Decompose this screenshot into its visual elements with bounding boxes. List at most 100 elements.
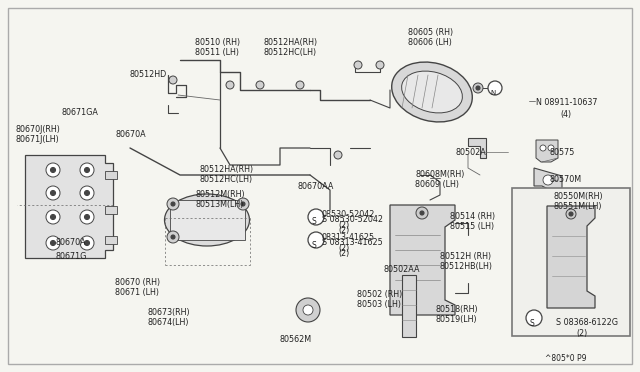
Text: 80502A: 80502A: [455, 148, 486, 157]
Circle shape: [167, 231, 179, 243]
Bar: [105, 236, 117, 244]
Text: 80510 (RH): 80510 (RH): [195, 38, 240, 47]
Text: 80673(RH): 80673(RH): [148, 308, 191, 317]
Circle shape: [237, 198, 249, 210]
Text: 08313-41625: 08313-41625: [322, 233, 375, 242]
Text: S: S: [312, 241, 316, 250]
Text: 08530-52042: 08530-52042: [322, 210, 376, 219]
Circle shape: [84, 241, 90, 246]
Text: S 08313-41625: S 08313-41625: [322, 238, 383, 247]
Text: 80670J(RH): 80670J(RH): [15, 125, 60, 134]
Circle shape: [376, 61, 384, 69]
Bar: [402, 275, 416, 337]
Circle shape: [473, 83, 483, 93]
Text: 80670 (RH): 80670 (RH): [115, 278, 160, 287]
Bar: [170, 200, 245, 240]
Ellipse shape: [402, 71, 462, 113]
Circle shape: [51, 215, 56, 219]
Text: 80606 (LH): 80606 (LH): [408, 38, 452, 47]
Text: (2): (2): [338, 249, 349, 258]
Circle shape: [303, 305, 313, 315]
Text: N 08911-10637: N 08911-10637: [536, 98, 598, 107]
Circle shape: [84, 167, 90, 173]
Circle shape: [476, 86, 480, 90]
Text: 80513M(LH): 80513M(LH): [196, 200, 244, 209]
Text: ^805*0 P9: ^805*0 P9: [545, 354, 586, 363]
Circle shape: [51, 190, 56, 196]
Text: 80512HA(RH): 80512HA(RH): [263, 38, 317, 47]
Circle shape: [46, 236, 60, 250]
Text: 80512HB(LH): 80512HB(LH): [440, 262, 493, 271]
Circle shape: [420, 211, 424, 215]
Circle shape: [569, 212, 573, 216]
Ellipse shape: [173, 201, 241, 239]
Text: 80512HC(LH): 80512HC(LH): [200, 175, 253, 184]
Polygon shape: [390, 205, 455, 315]
Text: 80514 (RH): 80514 (RH): [450, 212, 495, 221]
Polygon shape: [25, 155, 113, 258]
Text: 80515 (LH): 80515 (LH): [450, 222, 494, 231]
Circle shape: [51, 167, 56, 173]
Circle shape: [416, 207, 428, 219]
Polygon shape: [305, 312, 311, 320]
Circle shape: [226, 81, 234, 89]
Ellipse shape: [164, 194, 250, 246]
Text: 80512HA(RH): 80512HA(RH): [200, 165, 254, 174]
Circle shape: [566, 209, 576, 219]
Text: 80551M(LH): 80551M(LH): [553, 202, 602, 211]
Text: 80502 (RH): 80502 (RH): [357, 290, 403, 299]
Text: (2): (2): [338, 244, 349, 253]
Text: 80562M: 80562M: [280, 335, 312, 344]
Circle shape: [308, 232, 324, 248]
Text: 80512HD: 80512HD: [130, 70, 167, 79]
Text: 80518(RH): 80518(RH): [435, 305, 477, 314]
Text: 80671J(LH): 80671J(LH): [15, 135, 59, 144]
Circle shape: [80, 236, 94, 250]
Circle shape: [308, 209, 324, 225]
Text: 80575: 80575: [550, 148, 575, 157]
Text: N: N: [490, 90, 495, 96]
Text: (4): (4): [560, 110, 571, 119]
Circle shape: [80, 163, 94, 177]
Circle shape: [543, 175, 553, 185]
Text: S: S: [530, 318, 534, 327]
Text: 80608M(RH): 80608M(RH): [415, 170, 465, 179]
Polygon shape: [468, 138, 486, 158]
Text: S 08368-6122G: S 08368-6122G: [556, 318, 618, 327]
Circle shape: [526, 310, 542, 326]
Circle shape: [80, 186, 94, 200]
Polygon shape: [534, 168, 562, 192]
Circle shape: [46, 210, 60, 224]
Circle shape: [51, 241, 56, 246]
Circle shape: [169, 76, 177, 84]
Circle shape: [80, 210, 94, 224]
Polygon shape: [547, 206, 595, 308]
Text: 80605 (RH): 80605 (RH): [408, 28, 453, 37]
Circle shape: [171, 202, 175, 206]
Text: 80570M: 80570M: [550, 175, 582, 184]
Circle shape: [171, 235, 175, 239]
Text: 80512M(RH): 80512M(RH): [196, 190, 246, 199]
Text: S: S: [312, 218, 316, 227]
Text: 80670A: 80670A: [55, 238, 86, 247]
Text: (2): (2): [338, 221, 349, 230]
Text: (2): (2): [576, 329, 588, 338]
Bar: [512, 188, 630, 336]
Circle shape: [167, 198, 179, 210]
Text: 80670A: 80670A: [115, 130, 146, 139]
Bar: [105, 171, 117, 179]
Text: 80519(LH): 80519(LH): [435, 315, 477, 324]
Circle shape: [354, 61, 362, 69]
Text: 80511 (LH): 80511 (LH): [195, 48, 239, 57]
Polygon shape: [536, 140, 558, 162]
Text: 80671 (LH): 80671 (LH): [115, 288, 159, 297]
Text: 80671GA: 80671GA: [62, 108, 99, 117]
Ellipse shape: [392, 62, 472, 122]
Circle shape: [488, 81, 502, 95]
Text: 80670AA: 80670AA: [297, 182, 333, 191]
Text: (2): (2): [338, 226, 349, 235]
Text: 80550M(RH): 80550M(RH): [553, 192, 603, 201]
Text: 80503 (LH): 80503 (LH): [357, 300, 401, 309]
Circle shape: [241, 202, 245, 206]
Circle shape: [256, 81, 264, 89]
